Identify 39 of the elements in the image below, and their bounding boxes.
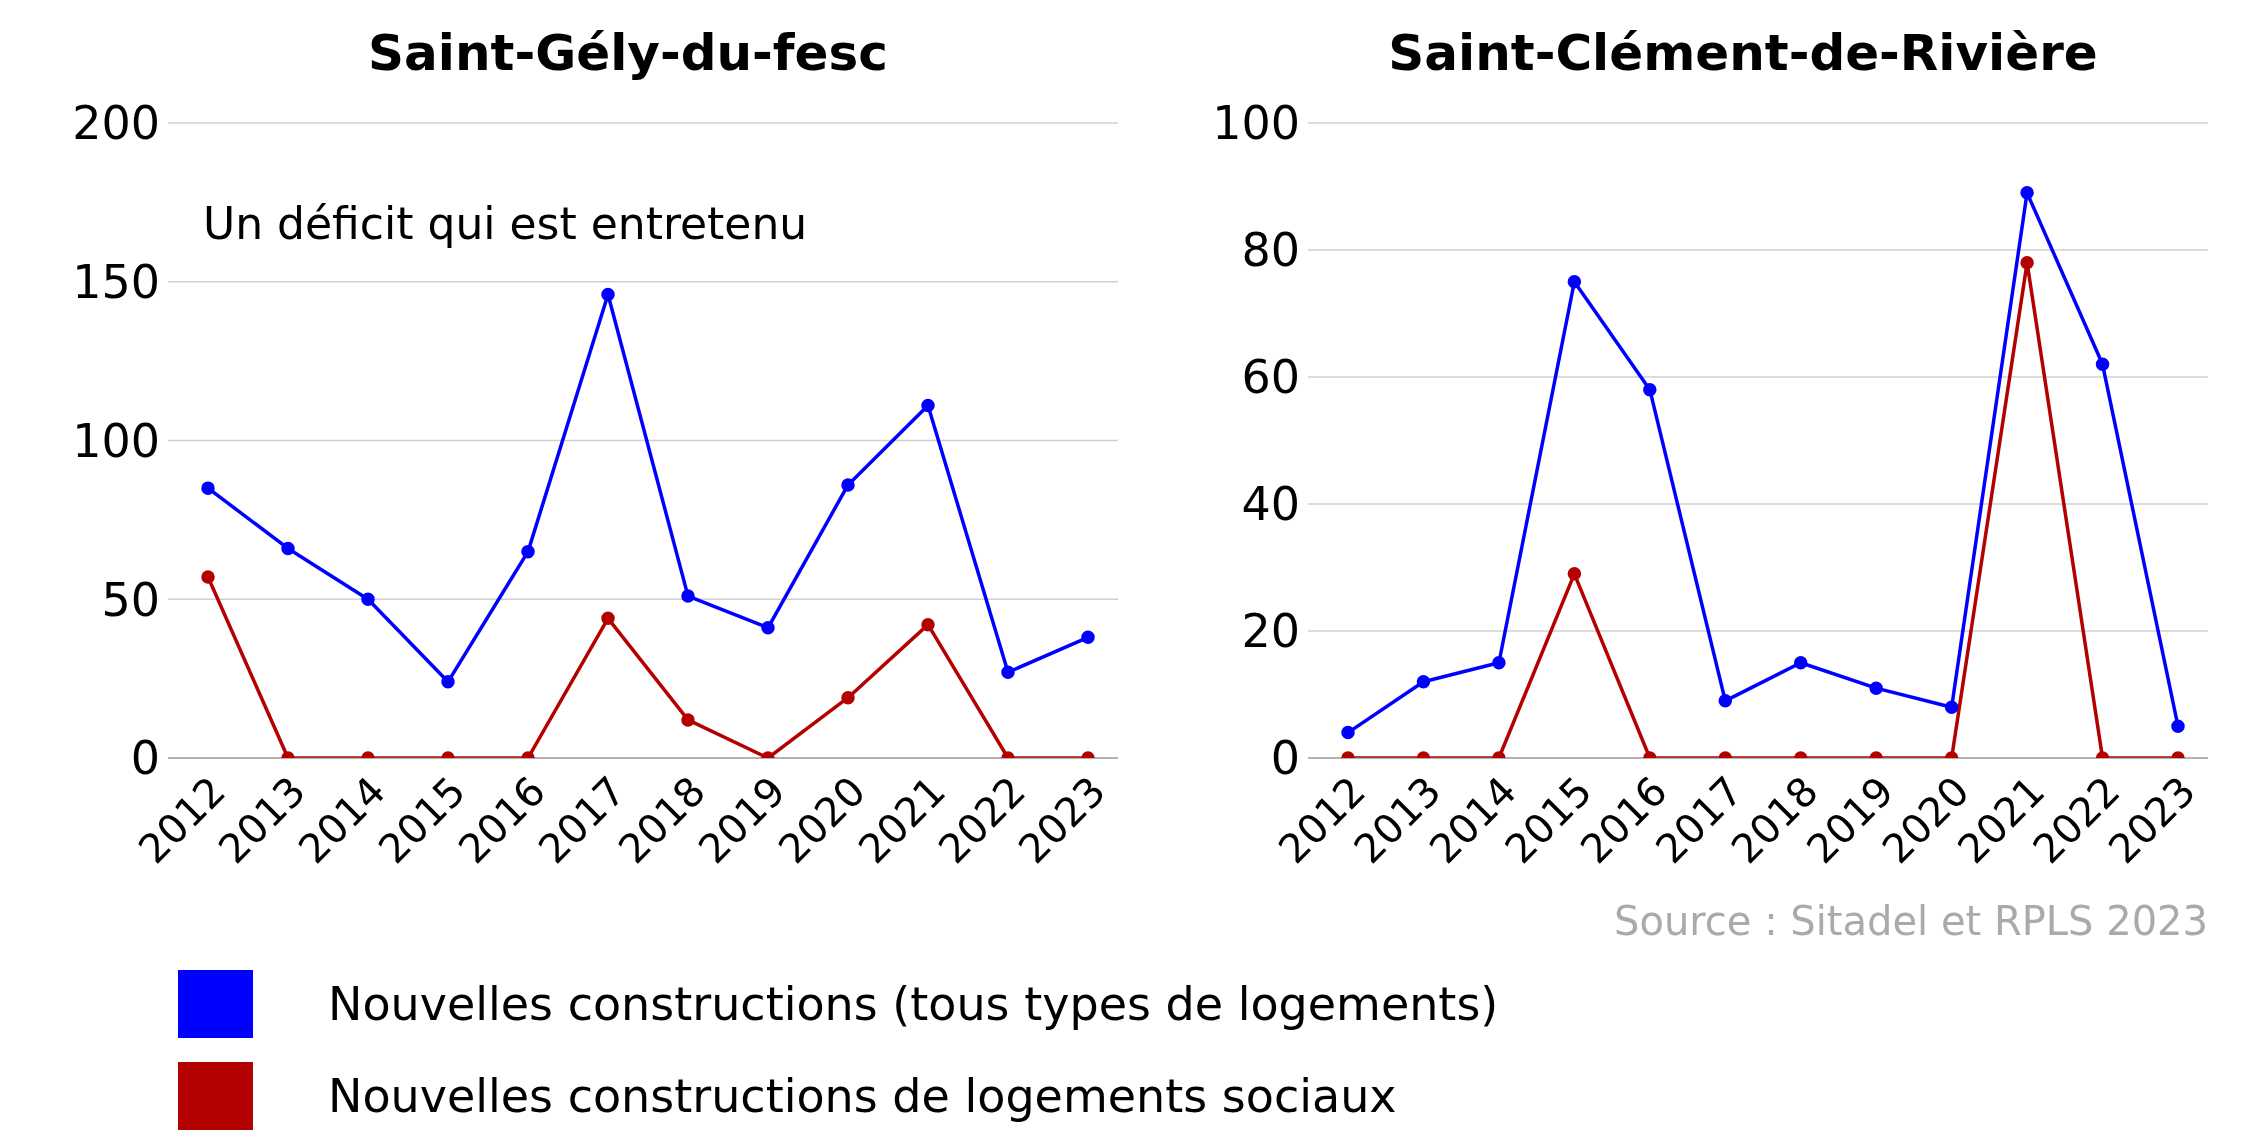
chart-title: Saint-Clément-de-Rivière	[1387, 23, 2099, 84]
point	[2020, 186, 2034, 200]
y-tick-label: 100	[72, 413, 160, 468]
point	[761, 621, 775, 635]
point	[1001, 665, 1015, 680]
y-tick-label: 150	[72, 255, 160, 310]
chart-title: Saint-Gély-du-fesc	[367, 23, 889, 84]
point	[2020, 255, 2034, 270]
point	[201, 481, 215, 495]
point	[521, 544, 535, 559]
point	[601, 611, 615, 626]
point	[841, 690, 855, 705]
legend-label: Nouvelles constructions (tous types de logements)	[328, 977, 1499, 1031]
point	[281, 541, 295, 556]
point	[681, 589, 695, 603]
y-tick-label: 80	[1241, 223, 1300, 278]
y-tick-label: 40	[1241, 477, 1300, 532]
point	[2095, 357, 2110, 372]
point	[1643, 382, 1657, 397]
y-tick-label: 50	[101, 572, 160, 627]
point	[361, 592, 375, 606]
y-tick-label: 0	[1270, 731, 1300, 786]
point	[1081, 630, 1095, 645]
y-tick-label: 100	[1212, 96, 1300, 151]
point	[921, 617, 935, 632]
point	[201, 570, 215, 584]
y-tick-label: 200	[72, 96, 160, 151]
point	[841, 478, 855, 492]
point	[681, 713, 695, 727]
point	[601, 287, 615, 302]
annotation: Un déficit qui est entretenu	[203, 198, 808, 249]
y-tick-label: 20	[1241, 604, 1300, 659]
y-tick-label: 0	[130, 731, 160, 786]
y-tick-label: 60	[1241, 350, 1300, 405]
legend-label: Nouvelles constructions de logements sociaux	[328, 1069, 1397, 1123]
point	[921, 398, 935, 413]
source-note: Source : Sitadel et RPLS 2023	[1614, 898, 2208, 944]
point	[441, 675, 455, 689]
point	[1567, 275, 1582, 289]
